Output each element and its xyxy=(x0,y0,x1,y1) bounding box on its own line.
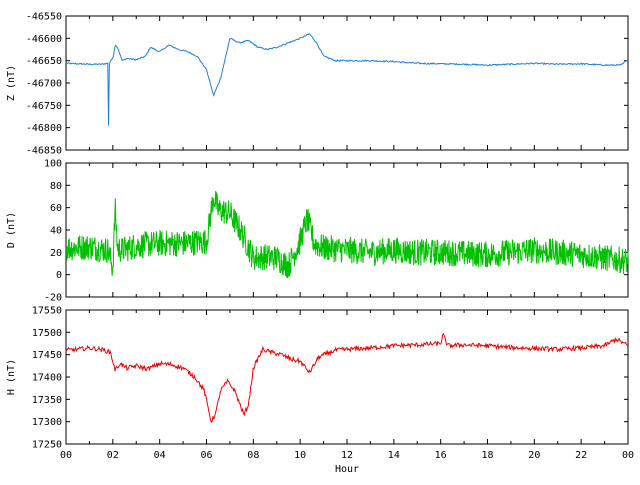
y-tick-label: 40 xyxy=(50,226,62,237)
panel-frame xyxy=(65,162,629,298)
x-tick-label: 20 xyxy=(528,450,540,461)
y-tick-label: 17350 xyxy=(32,395,62,406)
y-tick-label: 17400 xyxy=(32,373,62,384)
y-tick-label: -46800 xyxy=(26,123,62,134)
y-tick-label: -46750 xyxy=(26,101,62,112)
series-line xyxy=(65,332,629,423)
y-tick-label: 20 xyxy=(50,248,62,259)
x-tick-label: 10 xyxy=(294,450,306,461)
y-tick-label: 17300 xyxy=(32,417,62,428)
panel-frame xyxy=(65,309,629,445)
y-tick-label: -20 xyxy=(44,293,62,304)
y-axis-label: D (nT) xyxy=(6,212,17,248)
y-tick-label: -46600 xyxy=(26,34,62,45)
x-tick-label: 06 xyxy=(200,450,212,461)
x-tick-label: 00 xyxy=(622,450,634,461)
y-tick-label: 17500 xyxy=(32,328,62,339)
y-tick-label: 17250 xyxy=(32,440,62,451)
y-tick-label: 100 xyxy=(44,159,62,170)
y-tick-label: -46700 xyxy=(26,79,62,90)
x-axis-label: Hour xyxy=(335,464,359,475)
x-tick-label: 12 xyxy=(341,450,353,461)
y-tick-label: 17550 xyxy=(32,306,62,317)
y-tick-label: 60 xyxy=(50,203,62,214)
y-tick-label: 17450 xyxy=(32,350,62,361)
x-tick-label: 02 xyxy=(107,450,119,461)
x-tick-label: 14 xyxy=(388,450,400,461)
x-tick-label: 08 xyxy=(247,450,259,461)
y-tick-label: -46650 xyxy=(26,56,62,67)
y-axis-label: H (nT) xyxy=(6,359,17,395)
y-tick-label: 80 xyxy=(50,181,62,192)
x-tick-label: 18 xyxy=(481,450,493,461)
x-tick-label: 04 xyxy=(154,450,166,461)
y-axis-label: Z (nT) xyxy=(6,65,17,101)
series-line xyxy=(65,191,629,279)
y-tick-label: 0 xyxy=(56,270,62,281)
x-tick-label: 00 xyxy=(60,450,72,461)
series-line xyxy=(65,33,629,126)
x-tick-label: 22 xyxy=(575,450,587,461)
y-tick-label: -46550 xyxy=(26,12,62,23)
panel-frame xyxy=(65,15,629,151)
x-tick-label: 16 xyxy=(435,450,447,461)
y-tick-label: -46850 xyxy=(26,146,62,157)
